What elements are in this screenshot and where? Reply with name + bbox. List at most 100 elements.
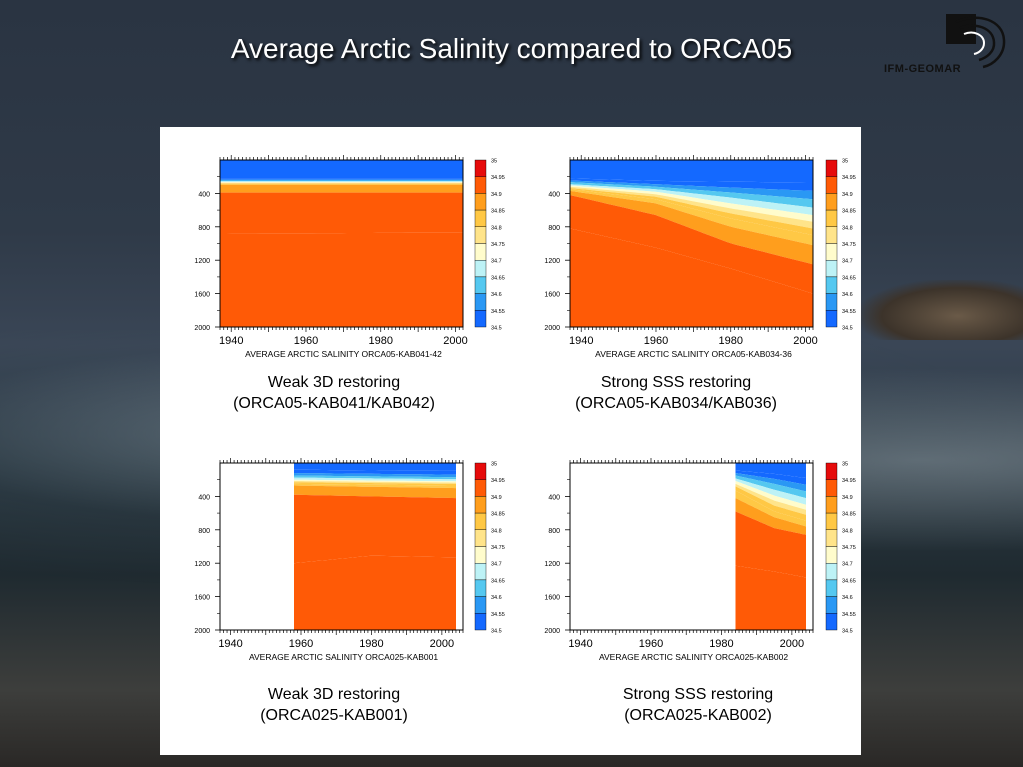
colorbar-label: 34.8 — [491, 225, 502, 231]
colorbar-label: 34.55 — [491, 309, 505, 315]
x-tick-label: 1940 — [218, 638, 242, 650]
salinity-layer-7 — [735, 483, 806, 515]
colorbar-swatch — [825, 243, 838, 261]
salinity-layer-11 — [735, 511, 806, 578]
colorbar-swatch — [825, 596, 838, 614]
salinity-layer-6 — [220, 182, 463, 183]
colorbar-label: 34.7 — [491, 562, 502, 568]
salinity-layer-12 — [735, 565, 806, 630]
colorbar-swatch — [474, 243, 487, 261]
colorbar-label: 34.65 — [491, 578, 505, 584]
salinity-layer-8 — [294, 482, 456, 486]
y-tick-label: 2000 — [544, 325, 560, 332]
colorbar-label: 34.55 — [842, 612, 856, 618]
y-tick-label: 1200 — [194, 561, 210, 568]
x-tick-label: 1980 — [709, 638, 733, 650]
y-tick-label: 400 — [548, 191, 560, 198]
chart-title: AVERAGE ARCTIC SALINITY ORCA025-KAB001 — [249, 652, 438, 662]
salinity-layer-12 — [220, 232, 463, 327]
salinity-layer-4 — [735, 475, 806, 499]
caption-2: Strong SSS restoring (ORCA05-KAB034/KAB0… — [502, 372, 850, 414]
x-tick-label: 1940 — [569, 335, 593, 347]
colorbar-label: 34.85 — [842, 512, 856, 518]
colorbar-swatch — [474, 613, 487, 631]
colorbar-label: 34.55 — [491, 612, 505, 618]
salinity-layer-7 — [294, 481, 456, 484]
salinity-layer-5 — [294, 477, 456, 482]
salinity-layer-11 — [220, 192, 463, 234]
colorbar-label: 34.9 — [491, 192, 502, 198]
salinity-layer-2 — [735, 470, 806, 485]
colorbar-swatch — [825, 193, 838, 211]
salinity-layer-8 — [735, 486, 806, 521]
colorbar-swatch — [825, 529, 838, 547]
x-tick-label: 1960 — [294, 335, 318, 347]
y-tick-label: 1600 — [544, 595, 560, 602]
colorbar-label: 34.7 — [842, 562, 853, 568]
salinity-layer-5 — [735, 478, 806, 505]
colorbar-label: 34.5 — [842, 629, 853, 635]
colorbar-swatch — [825, 479, 838, 497]
colorbar-swatch — [474, 563, 487, 581]
colorbar-label: 34.8 — [491, 528, 502, 534]
colorbar-label: 34.5 — [491, 326, 502, 332]
chart-title: AVERAGE ARCTIC SALINITY ORCA05-KAB034-36 — [595, 349, 792, 359]
caption-3: Weak 3D restoring (ORCA025-KAB001) — [160, 684, 508, 726]
figure-panel: 1940 1960 1980 2000 400 800 1200 1600 2000 AVERAG… — [160, 127, 861, 755]
y-tick-label: 2000 — [544, 628, 560, 635]
colorbar-swatch — [474, 259, 487, 278]
y-tick-label: 400 — [198, 494, 210, 501]
y-tick-label: 2000 — [194, 628, 210, 635]
colorbar-label: 34.5 — [842, 326, 853, 332]
colorbar-swatch — [825, 176, 838, 194]
colorbar-label: 34.75 — [491, 242, 505, 248]
salinity-layer-12 — [570, 228, 813, 327]
chart-3: 1940 1960 1980 2000 400 800 1200 1600 2000 AVERAG… — [194, 458, 505, 662]
y-tick-label: 1600 — [194, 292, 210, 299]
colorbar-label: 34.55 — [842, 309, 856, 315]
colorbar-swatch — [825, 579, 838, 597]
caption-4-line1: Strong SSS restoring — [622, 686, 774, 703]
x-tick-label: 1980 — [359, 638, 383, 650]
colorbar-label: 34.65 — [491, 275, 505, 281]
salinity-layer-11 — [570, 195, 813, 294]
colorbar-swatch — [474, 462, 487, 480]
y-tick-label: 800 — [548, 225, 560, 232]
salinity-layer-9 — [294, 483, 456, 489]
background-rocks — [860, 280, 1023, 340]
salinity-layer-9 — [220, 183, 463, 185]
y-tick-label: 800 — [548, 528, 560, 535]
colorbar-label: 34.6 — [842, 595, 853, 601]
colorbar-label: 35 — [491, 159, 497, 165]
colorbar-label: 34.7 — [491, 259, 502, 265]
colorbar-swatch — [474, 496, 487, 514]
colorbar-swatch — [825, 462, 838, 480]
colorbar-swatch — [825, 512, 838, 531]
chart-1: 1940 1960 1980 2000400800120016002000AVERAG… — [194, 155, 505, 359]
colorbar-swatch — [825, 310, 838, 328]
colorbar-label: 34.85 — [491, 209, 505, 215]
y-tick-label: 800 — [198, 225, 210, 232]
logo-text: IFM-GEOMAR — [884, 63, 962, 75]
colorbar-swatch — [825, 496, 838, 514]
slide-title: Average Arctic Salinity compared to ORCA… — [230, 33, 793, 64]
chart-2: 1940 1960 1980 2000400800120016002000AVERAG… — [544, 155, 856, 359]
y-tick-label: 2000 — [194, 325, 210, 332]
x-tick-label: 1980 — [719, 335, 743, 347]
colorbar-label: 34.95 — [842, 175, 856, 181]
y-tick-label: 1200 — [194, 258, 210, 265]
colorbar-swatch — [474, 529, 487, 547]
y-tick-label: 800 — [198, 528, 210, 535]
salinity-layer-7 — [220, 182, 463, 184]
y-tick-label: 400 — [548, 494, 560, 501]
salinity-layer-10 — [220, 184, 463, 193]
colorbar-label: 34.6 — [491, 595, 502, 601]
y-tick-label: 1600 — [544, 292, 560, 299]
x-tick-label: 1960 — [644, 335, 668, 347]
caption-1-line1: Weak 3D restoring — [267, 374, 401, 391]
colorbar-label: 34.7 — [842, 259, 853, 265]
salinity-layer-2 — [570, 178, 813, 191]
y-tick-label: 1600 — [194, 595, 210, 602]
ifm-geomar-logo — [946, 14, 1006, 69]
salinity-layer-5 — [220, 181, 463, 183]
